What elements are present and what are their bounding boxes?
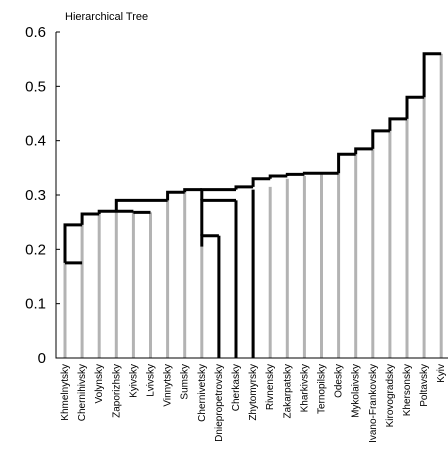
link-23 <box>422 52 442 98</box>
x-tick-label: Khersonsky <box>402 364 413 416</box>
x-tick-label: Kharkivsky <box>299 364 310 412</box>
y-tick-label: 0.4 <box>25 133 46 150</box>
x-tick-labels: Khmelnytsky Chernihivsky Volynsky Zaporizhs… <box>60 364 447 443</box>
link-18 <box>337 152 356 174</box>
x-tick-label: Kirovogradsky <box>385 364 396 427</box>
x-tick-label: Khmelnytsky <box>60 364 71 421</box>
x-tick-label: Sumsky <box>180 364 191 400</box>
x-tick-label: Kyiv <box>436 364 447 383</box>
x-tick-label: Ternopilsky <box>317 364 328 414</box>
y-tick-label: 0.6 <box>25 24 46 41</box>
link-14 <box>268 174 288 179</box>
link-11 <box>183 188 202 193</box>
x-tick-label: Kyivsky <box>128 364 139 398</box>
link-12 <box>234 185 254 190</box>
link-19 <box>354 147 373 155</box>
y-tick-label: 0.5 <box>25 78 46 95</box>
x-tick-label: Chernivetsky <box>197 364 208 422</box>
y-tick-label: 0.1 <box>25 296 46 313</box>
chart-title: Hierarchical Tree <box>65 11 148 23</box>
x-tick-label: Chernihivsky <box>77 364 88 421</box>
x-tick-label: Rivnensky <box>265 364 276 410</box>
x-tick-label: Vinnytsky <box>163 364 174 407</box>
link-9 <box>200 198 236 236</box>
link-8 <box>200 234 219 247</box>
link-20 <box>371 129 390 149</box>
x-tick-label: Zhytomyrsky <box>248 364 259 421</box>
link-3 <box>80 212 100 225</box>
y-tick-label: 0 <box>38 350 46 367</box>
x-tick-label: Volynsky <box>94 364 105 403</box>
link-15 <box>285 172 305 176</box>
link-7 <box>166 190 185 201</box>
axes-group <box>55 31 448 359</box>
x-tick-label: Lvivsky <box>146 364 157 397</box>
link-16 <box>302 171 322 175</box>
y-tick-label: 0.2 <box>25 241 46 258</box>
x-tick-label: Odesky <box>334 364 345 398</box>
x-tick-label: Poltavsky <box>419 364 430 407</box>
x-tick-label: Cherkasky <box>231 364 242 411</box>
link-13 <box>251 177 271 187</box>
link-2 <box>63 223 83 263</box>
link-4 <box>97 209 134 215</box>
dendrogram-links <box>63 52 442 358</box>
x-tick-label: Ivano-Frankovsky <box>368 364 379 443</box>
x-tick-label: Mykolaivsky <box>351 364 362 418</box>
link-10 <box>200 188 236 201</box>
link-6 <box>114 198 168 212</box>
link-22 <box>405 95 425 119</box>
x-tick-label: Zaporizhsky <box>111 364 122 418</box>
y-tick-label: 0.3 <box>25 187 46 204</box>
x-tick-label: Zakarpatsky <box>282 364 293 418</box>
link-21 <box>388 117 407 131</box>
y-tick-labels: 0 0.1 0.2 0.3 0.4 0.5 0.6 <box>25 24 46 367</box>
x-tick-label: Dniepropetrovsky <box>214 364 225 442</box>
